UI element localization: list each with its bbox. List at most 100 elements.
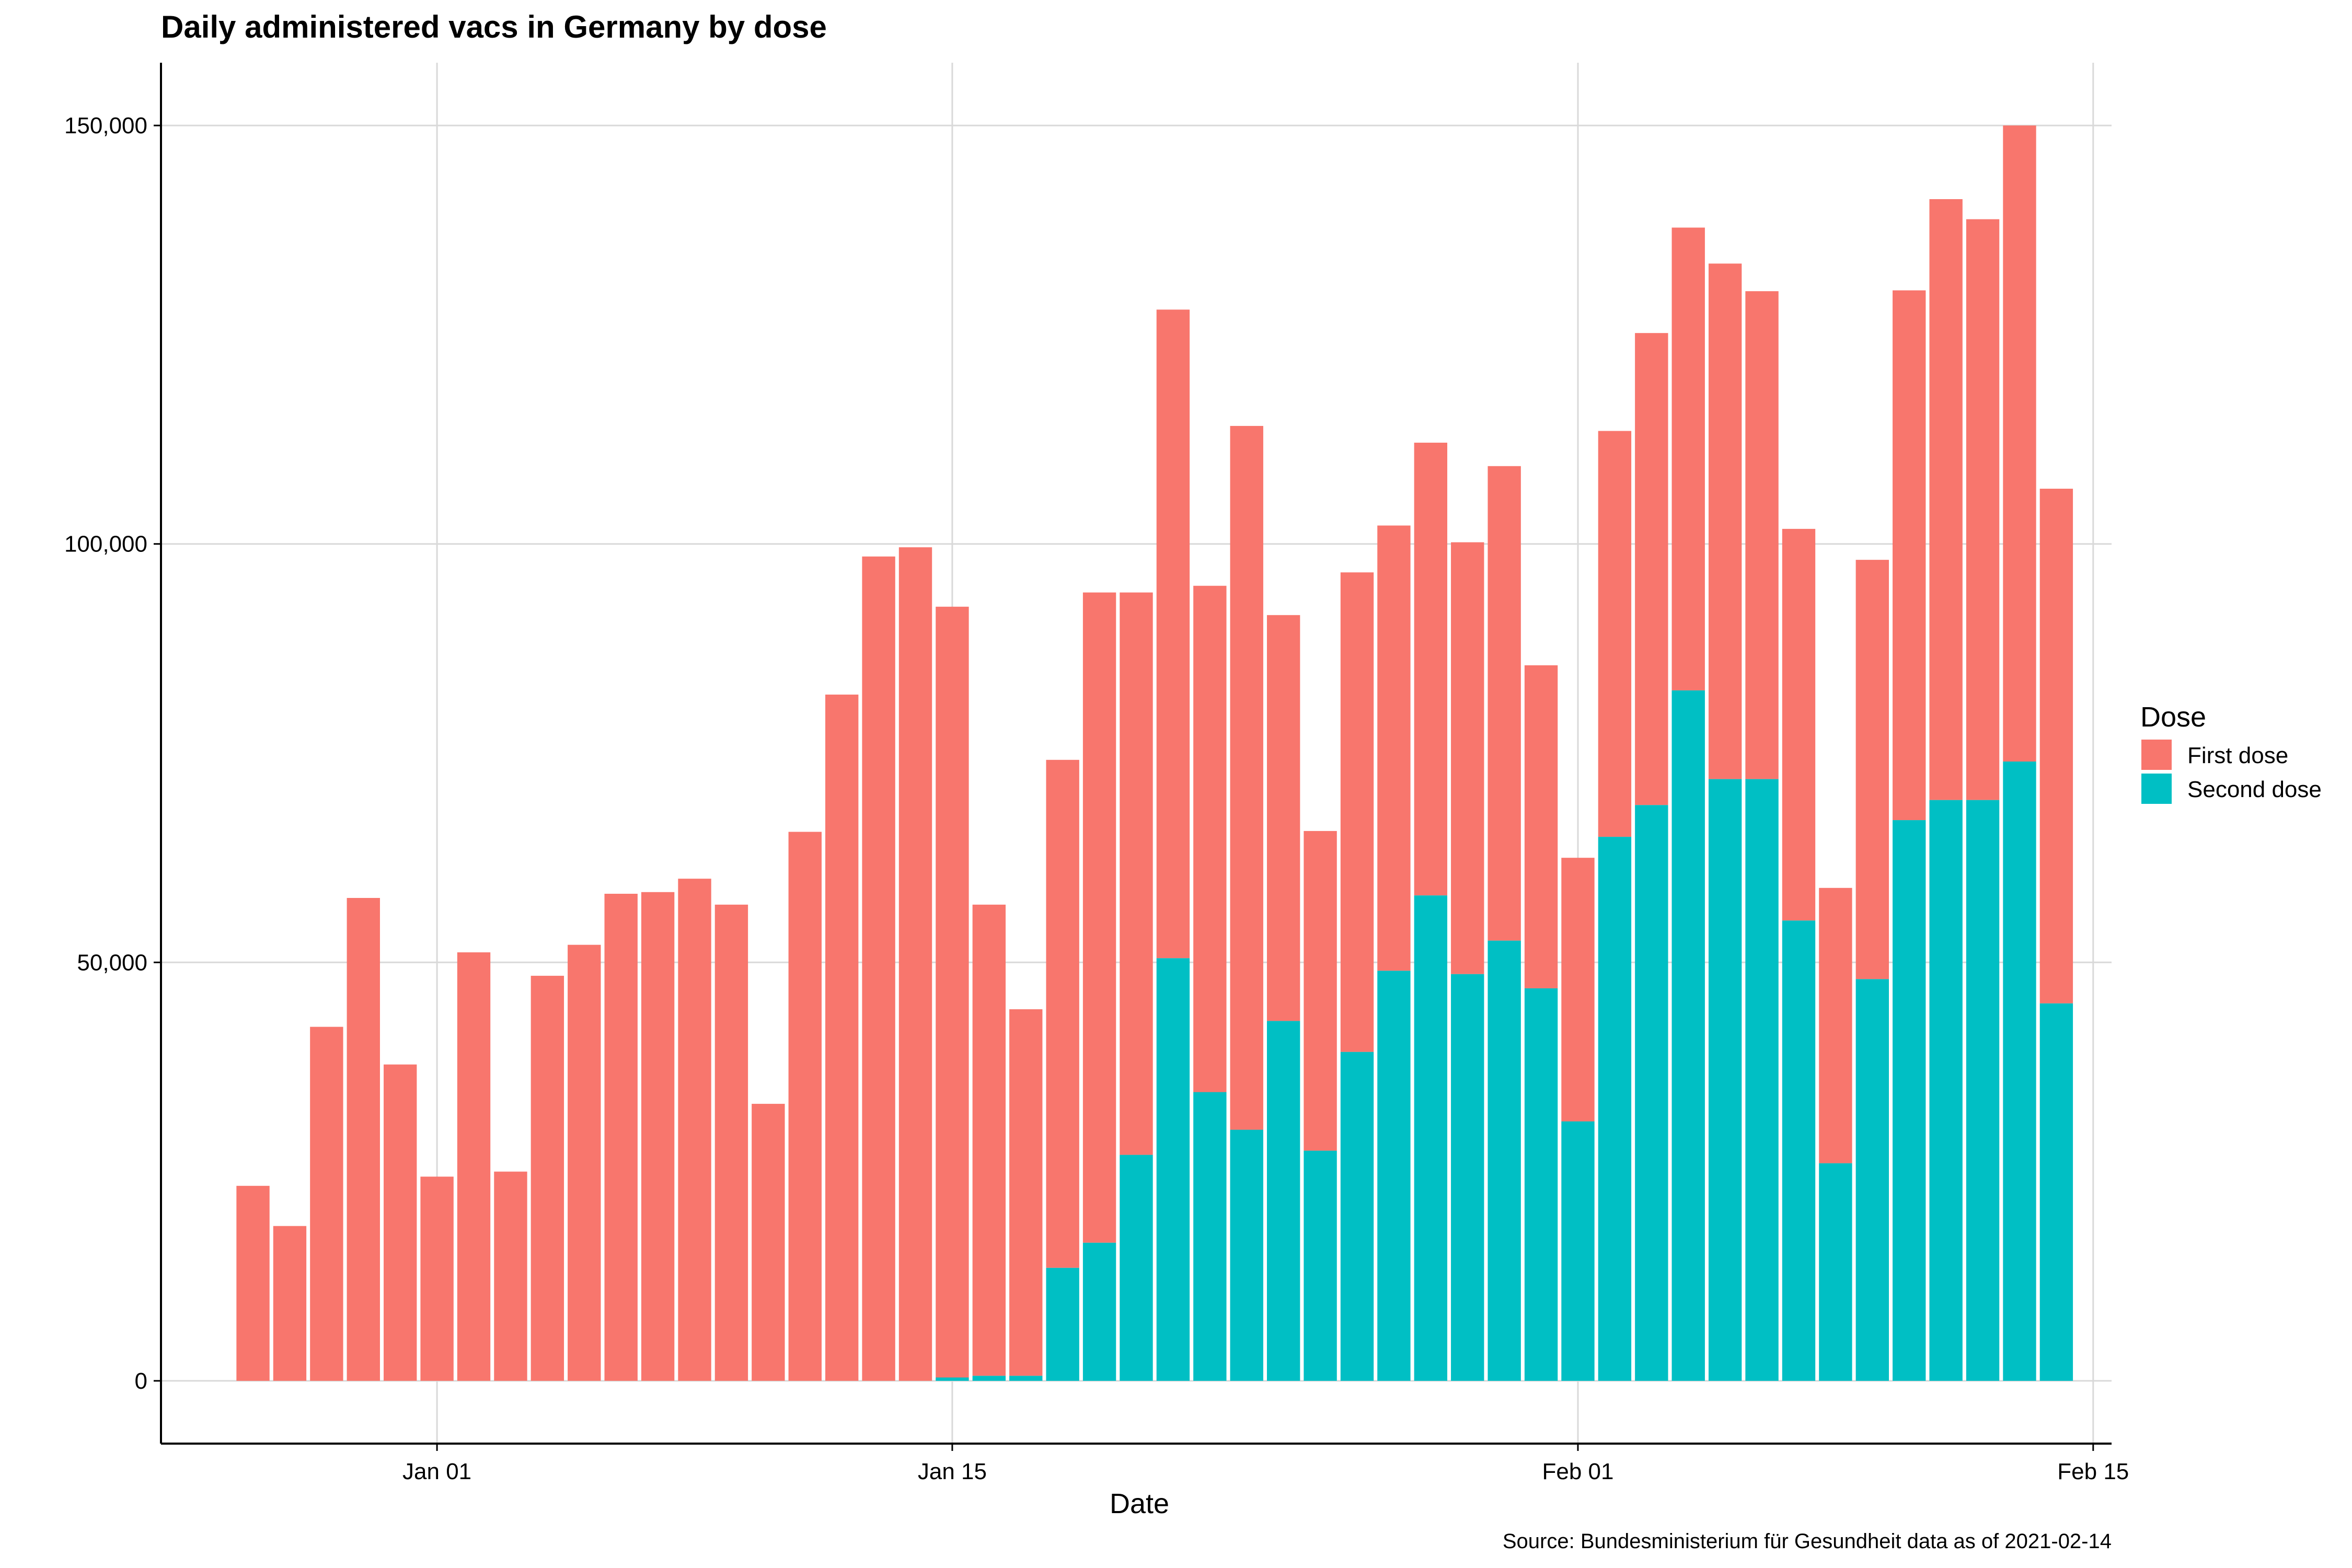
x-axis-ticks: Jan 01 Jan 15 Feb 01 Feb 15 (402, 1444, 2129, 1484)
bar-second-dose (1745, 779, 1779, 1381)
bar-second-dose (1082, 1242, 1116, 1381)
legend-swatch-second-dose (2141, 774, 2172, 804)
x-tick-label: Jan 01 (402, 1459, 471, 1484)
bar-first-dose (936, 606, 969, 1378)
y-tick-label: 100,000 (64, 532, 147, 557)
bar-first-dose (1009, 1009, 1043, 1376)
bar-first-dose (1819, 887, 1852, 1163)
source-caption: Source: Bundesministerium für Gesundheit… (1503, 1530, 2112, 1553)
bar-first-dose (1304, 831, 1337, 1151)
bar-first-dose (972, 904, 1006, 1376)
bar-first-dose (1230, 425, 1263, 1130)
chart-title: Daily administered vacs in Germany by do… (161, 9, 827, 44)
bar-first-dose (1855, 560, 1889, 979)
bar-first-dose (1377, 525, 1411, 971)
bar-first-dose (1929, 199, 1963, 800)
bar-first-dose (494, 1171, 527, 1381)
bar-first-dose (604, 894, 638, 1381)
bar-second-dose (1156, 958, 1190, 1381)
x-tick-label: Feb 15 (2057, 1459, 2129, 1484)
x-tick-label: Jan 15 (918, 1459, 987, 1484)
bar-first-dose (641, 892, 675, 1381)
bar-second-dose (936, 1377, 969, 1381)
bar-first-dose (1524, 665, 1558, 988)
bar-first-dose (1266, 615, 1300, 1021)
bar-first-dose (1782, 528, 1816, 921)
bar-first-dose (1671, 227, 1705, 690)
bar-first-dose (752, 1103, 785, 1381)
bar-second-dose (972, 1376, 1006, 1381)
bar-first-dose (898, 547, 932, 1381)
bar-first-dose (310, 1027, 343, 1381)
y-tick-label: 0 (135, 1368, 147, 1394)
legend-label-first-dose: First dose (2187, 743, 2288, 768)
bar-second-dose (1708, 779, 1742, 1381)
bar-second-dose (1966, 800, 2000, 1381)
bar-second-dose (1671, 690, 1705, 1381)
bar-first-dose (568, 944, 601, 1381)
x-tick-label: Feb 01 (1542, 1459, 1613, 1484)
bar-first-dose (420, 1177, 454, 1381)
bar-second-dose (1340, 1052, 1374, 1381)
bar-first-dose (1708, 263, 1742, 779)
bar-first-dose (2039, 489, 2073, 1004)
bar-first-dose (384, 1064, 417, 1381)
bar-first-dose (788, 832, 822, 1381)
bar-first-dose (1635, 333, 1668, 805)
bar-first-dose (1340, 572, 1374, 1052)
bar-second-dose (1488, 940, 1521, 1381)
bar-first-dose (1082, 592, 1116, 1243)
legend: Dose First dose Second dose (2140, 701, 2322, 804)
bar-second-dose (1561, 1121, 1595, 1381)
bar-first-dose (236, 1185, 270, 1381)
bar-second-dose (1929, 800, 1963, 1381)
bar-second-dose (2003, 762, 2036, 1381)
bar-second-dose (1635, 805, 1668, 1381)
bar-second-dose (1009, 1376, 1043, 1381)
bar-first-dose (1414, 442, 1448, 896)
bar-second-dose (1524, 988, 1558, 1381)
bar-second-dose (1304, 1150, 1337, 1381)
bar-first-dose (1046, 759, 1079, 1268)
bar-first-dose (1193, 585, 1227, 1092)
bar-second-dose (1855, 979, 1889, 1381)
bar-first-dose (1156, 309, 1190, 959)
bar-first-dose (1598, 431, 1632, 837)
bar-first-dose (531, 975, 564, 1381)
legend-label-second-dose: Second dose (2187, 777, 2322, 802)
bar-second-dose (1266, 1021, 1300, 1381)
bar-second-dose (1377, 971, 1411, 1381)
bar-second-dose (1893, 820, 1926, 1381)
bar-first-dose (1120, 592, 1153, 1155)
bar-first-dose (457, 952, 491, 1381)
bar-first-dose (2003, 125, 2036, 762)
x-axis-title: Date (1110, 1488, 1169, 1519)
bar-second-dose (1598, 837, 1632, 1381)
bar-second-dose (1193, 1092, 1227, 1381)
bar-second-dose (1819, 1163, 1852, 1381)
bar-second-dose (1046, 1267, 1079, 1381)
legend-title: Dose (2140, 701, 2206, 733)
y-tick-label: 150,000 (64, 113, 147, 139)
bar-first-dose (347, 898, 380, 1381)
bar-first-dose (1893, 290, 1926, 821)
y-axis-ticks: 0 50,000 100,000 150,000 (64, 113, 161, 1394)
bar-first-dose (862, 556, 895, 1381)
first-dose-series (236, 125, 2073, 1381)
bar-second-dose (2039, 1003, 2073, 1381)
bar-second-dose (1230, 1129, 1263, 1381)
bar-first-dose (1488, 466, 1521, 941)
bar-second-dose (1414, 895, 1448, 1381)
bar-second-dose (1782, 920, 1816, 1381)
bar-first-dose (1745, 291, 1779, 779)
bar-first-dose (1966, 219, 2000, 800)
bar-first-dose (273, 1226, 307, 1381)
bar-first-dose (825, 694, 859, 1381)
bar-first-dose (678, 879, 711, 1381)
bar-first-dose (1451, 542, 1484, 974)
bar-first-dose (1561, 858, 1595, 1122)
bar-first-dose (714, 904, 748, 1381)
legend-swatch-first-dose (2141, 740, 2172, 770)
bar-second-dose (1451, 974, 1484, 1381)
